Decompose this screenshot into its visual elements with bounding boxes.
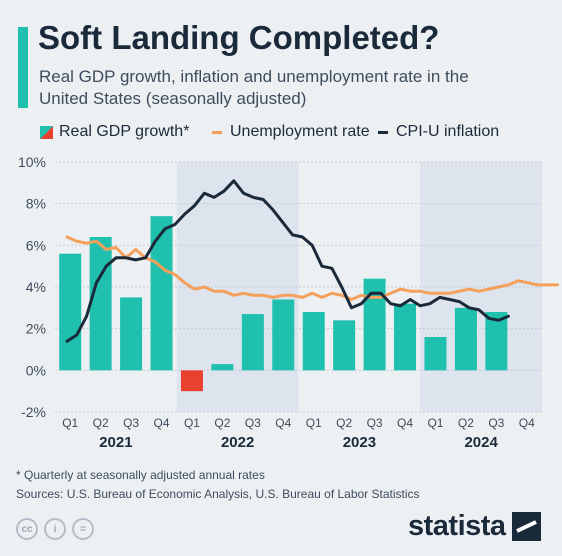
unemployment-swatch-icon bbox=[212, 130, 222, 134]
quarter-label: Q2 bbox=[93, 416, 109, 430]
gdp-bar bbox=[59, 253, 82, 371]
footnote: * Quarterly at seasonally adjusted annua… bbox=[16, 468, 265, 482]
quarter-label: Q2 bbox=[458, 416, 474, 430]
header-accent-bar bbox=[18, 27, 28, 108]
legend-item-cpi: CPI-U inflation bbox=[378, 123, 499, 141]
gdp-bar bbox=[241, 314, 264, 371]
gdp-bar bbox=[485, 312, 508, 371]
year-label: 2022 bbox=[221, 434, 254, 451]
quarter-label: Q4 bbox=[397, 416, 413, 430]
y-tick-label: -2% bbox=[21, 404, 46, 420]
y-tick-label: 10% bbox=[18, 154, 46, 170]
y-tick-label: 4% bbox=[26, 279, 46, 295]
quarter-label: Q4 bbox=[154, 416, 170, 430]
quarter-label: Q4 bbox=[519, 416, 535, 430]
cpi-swatch-icon bbox=[378, 130, 388, 134]
y-tick-label: 2% bbox=[26, 321, 46, 337]
license-icons: cc i = bbox=[16, 518, 94, 540]
statista-logo-mark-icon bbox=[511, 512, 541, 541]
quarter-label: Q2 bbox=[214, 416, 230, 430]
legend-label-cpi: CPI-U inflation bbox=[396, 123, 500, 140]
gdp-bar bbox=[211, 364, 234, 371]
quarter-label: Q4 bbox=[275, 416, 291, 430]
quarter-label: Q3 bbox=[488, 416, 504, 430]
cpi-inflation-line bbox=[65, 179, 510, 343]
gdp-swatch-icon bbox=[40, 125, 53, 139]
quarter-label: Q3 bbox=[367, 416, 383, 430]
quarter-label: Q3 bbox=[123, 416, 139, 430]
y-tick-label: 8% bbox=[26, 196, 46, 212]
brand-name: statista bbox=[408, 510, 506, 542]
y-tick-label: 0% bbox=[26, 362, 46, 378]
quarter-label: Q2 bbox=[336, 416, 352, 430]
legend-item-gdp: Real GDP growth* bbox=[40, 123, 189, 141]
legend-label-unemployment: Unemployment rate bbox=[230, 123, 370, 140]
gdp-bar bbox=[120, 297, 143, 371]
sources: Sources: U.S. Bureau of Economic Analysi… bbox=[16, 487, 420, 501]
quarter-label: Q1 bbox=[306, 416, 322, 430]
statista-logo[interactable]: statista bbox=[408, 510, 541, 543]
gdp-bar bbox=[454, 307, 477, 371]
gdp-bar bbox=[272, 299, 295, 371]
gdp-bar bbox=[363, 278, 386, 371]
year-label: 2024 bbox=[464, 434, 498, 451]
quarter-label: Q1 bbox=[184, 416, 200, 430]
quarter-label: Q1 bbox=[62, 416, 78, 430]
gdp-bar bbox=[333, 320, 356, 371]
gdp-bar bbox=[89, 237, 112, 371]
legend-label-gdp: Real GDP growth* bbox=[59, 123, 190, 140]
gdp-bar bbox=[150, 216, 173, 371]
year-label: 2021 bbox=[99, 434, 132, 451]
chart-subtitle: Real GDP growth, inflation and unemploym… bbox=[39, 67, 469, 108]
year-label: 2023 bbox=[343, 434, 376, 451]
gdp-bar bbox=[394, 303, 417, 371]
quarter-label: Q3 bbox=[245, 416, 261, 430]
quarter-label: Q1 bbox=[427, 416, 443, 430]
cc-icon[interactable]: cc bbox=[16, 518, 38, 540]
gdp-bar bbox=[302, 312, 325, 371]
legend-item-unemployment: Unemployment rate bbox=[212, 123, 370, 141]
by-icon[interactable]: i bbox=[44, 518, 66, 540]
gdp-bar bbox=[424, 337, 447, 371]
unemployment-line bbox=[65, 235, 559, 301]
y-tick-label: 6% bbox=[26, 237, 46, 253]
chart-title: Soft Landing Completed? bbox=[38, 19, 440, 56]
gdp-bar bbox=[180, 370, 203, 392]
equal-icon[interactable]: = bbox=[72, 518, 94, 540]
